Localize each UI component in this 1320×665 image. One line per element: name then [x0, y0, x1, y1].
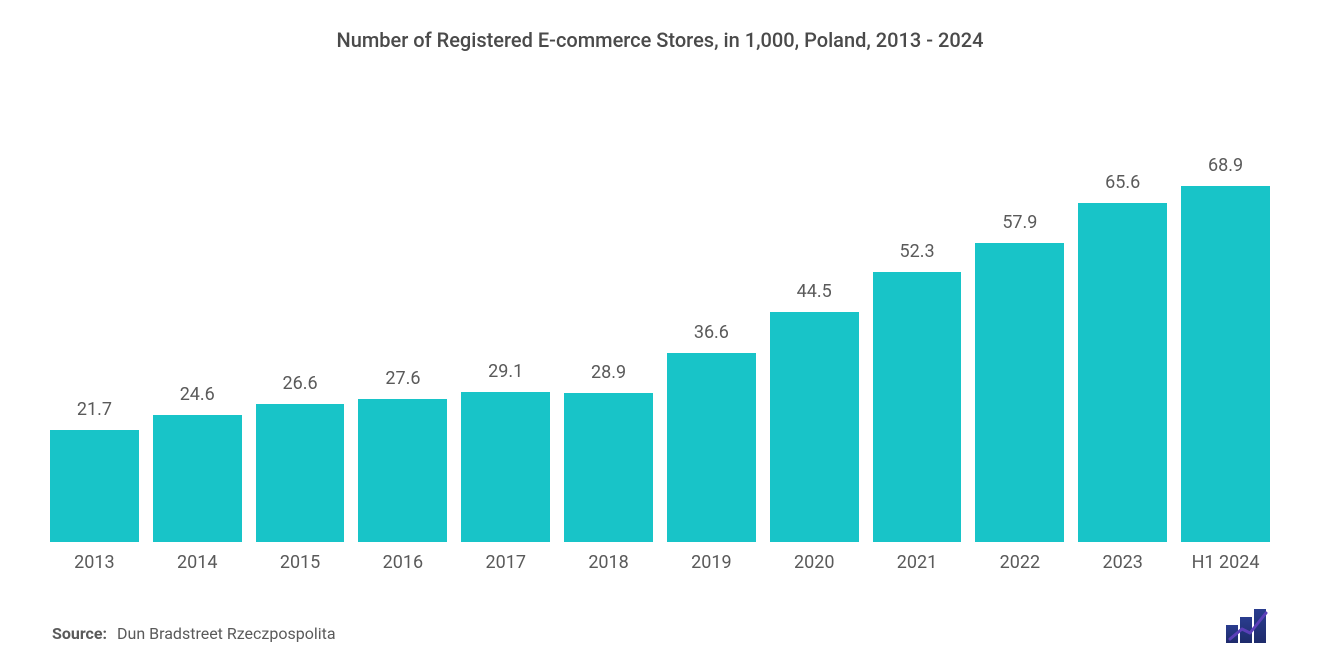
x-axis-label: 2019	[667, 552, 756, 573]
bar-group: 65.6	[1078, 102, 1167, 542]
x-axis-label: 2021	[873, 552, 962, 573]
bar-value-label: 36.6	[694, 322, 729, 343]
chart-title: Number of Registered E-commerce Stores, …	[40, 28, 1280, 52]
bar-group: 29.1	[461, 102, 550, 542]
x-axis-label: H1 2024	[1181, 552, 1270, 573]
bar	[873, 272, 962, 542]
x-axis-label: 2020	[770, 552, 859, 573]
x-axis-label: 2016	[358, 552, 447, 573]
bar-value-label: 28.9	[591, 362, 626, 383]
x-axis-label: 2018	[564, 552, 653, 573]
bar	[153, 415, 242, 542]
bar	[50, 430, 139, 542]
bar	[564, 393, 653, 542]
bar	[358, 399, 447, 542]
x-axis-label: 2014	[153, 552, 242, 573]
bar	[1078, 203, 1167, 542]
bar-value-label: 29.1	[488, 361, 523, 382]
bar-group: 26.6	[256, 102, 345, 542]
logo-trend-line-icon	[1228, 609, 1268, 643]
brand-logo	[1226, 607, 1268, 643]
bar	[770, 312, 859, 542]
x-axis-label: 2022	[975, 552, 1064, 573]
bar-group: 57.9	[975, 102, 1064, 542]
bar-group: 24.6	[153, 102, 242, 542]
source-label: Source:	[52, 624, 107, 643]
bar-value-label: 24.6	[180, 384, 215, 405]
chart-container: Number of Registered E-commerce Stores, …	[0, 0, 1320, 665]
bar-group: 44.5	[770, 102, 859, 542]
chart-footer: Source: Dun Bradstreet Rzeczpospolita	[52, 607, 1268, 643]
bar-group: 36.6	[667, 102, 756, 542]
x-axis-labels: 2013 2014 2015 2016 2017 2018 2019 2020 2021 2022…	[40, 542, 1280, 573]
x-axis-label: 2017	[461, 552, 550, 573]
plot-area: 21.7 24.6 26.6 27.6 29.1 28.9 36.6 44.5 52.3 57.9…	[40, 102, 1280, 542]
bar	[461, 392, 550, 542]
bar	[667, 353, 756, 542]
bar-value-label: 27.6	[385, 368, 420, 389]
bar-group: 27.6	[358, 102, 447, 542]
bar-group: 28.9	[564, 102, 653, 542]
bar	[975, 243, 1064, 542]
bar-value-label: 68.9	[1208, 155, 1243, 176]
bar-group: 21.7	[50, 102, 139, 542]
x-axis-label: 2015	[256, 552, 345, 573]
bar	[1181, 186, 1270, 542]
bar-group: 68.9	[1181, 102, 1270, 542]
bar-group: 52.3	[873, 102, 962, 542]
bar-value-label: 65.6	[1105, 172, 1140, 193]
source-value: Dun Bradstreet Rzeczpospolita	[117, 624, 336, 643]
bar-value-label: 52.3	[899, 241, 934, 262]
bar-value-label: 26.6	[283, 373, 318, 394]
bar	[256, 404, 345, 542]
bar-value-label: 44.5	[797, 281, 832, 302]
x-axis-label: 2013	[50, 552, 139, 573]
x-axis-label: 2023	[1078, 552, 1167, 573]
source-attribution: Source: Dun Bradstreet Rzeczpospolita	[52, 624, 336, 643]
bar-value-label: 21.7	[77, 399, 112, 420]
bar-value-label: 57.9	[1002, 212, 1037, 233]
